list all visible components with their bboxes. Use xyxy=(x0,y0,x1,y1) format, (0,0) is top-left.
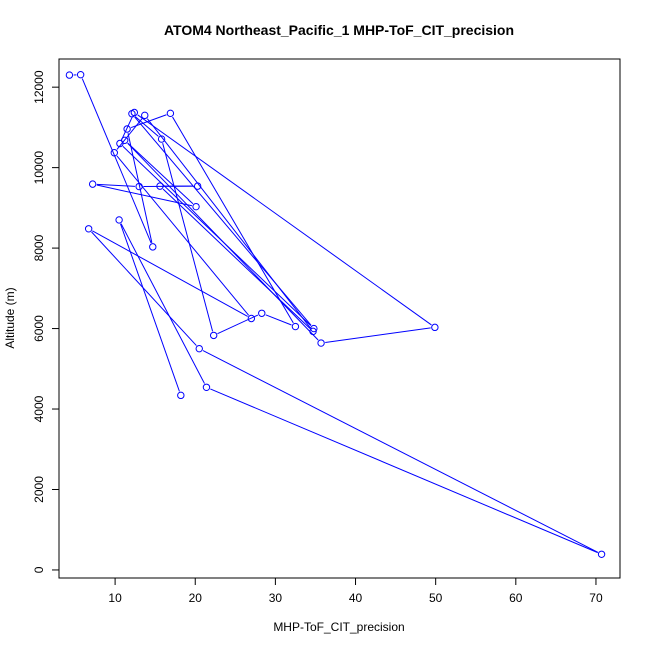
plot-frame xyxy=(58,58,621,579)
data-point xyxy=(123,125,131,133)
series-segment xyxy=(210,388,598,554)
y-axis-label: Altitude (m) xyxy=(3,287,17,348)
x-tick-label: 10 xyxy=(108,591,122,605)
series-segment xyxy=(81,78,152,244)
data-point xyxy=(157,135,166,143)
data-point xyxy=(309,327,317,336)
data-point xyxy=(177,391,185,400)
y-tick-label: 8000 xyxy=(32,234,46,261)
data-point xyxy=(115,216,123,224)
series-segment xyxy=(92,230,248,317)
data-point xyxy=(195,344,203,353)
x-tick-label: 50 xyxy=(429,591,443,605)
series-segment xyxy=(120,223,205,384)
x-tick-label: 30 xyxy=(269,591,283,605)
data-point xyxy=(135,182,143,191)
series-segment xyxy=(127,133,153,243)
data-point xyxy=(317,339,325,347)
series-segment xyxy=(116,118,143,150)
data-point xyxy=(431,323,439,332)
data-point xyxy=(88,180,97,188)
series-segment xyxy=(146,118,311,329)
series-segment xyxy=(121,116,134,140)
data-point xyxy=(130,108,139,117)
chart-title: ATOM4 Northeast_Pacific_1 MHP-ToF_CIT_pr… xyxy=(164,22,514,38)
y-axis: 0 2000 4000 6000 8000 10000 12000 xyxy=(32,70,60,573)
series-segment xyxy=(96,184,193,207)
y-tick-label: 6000 xyxy=(32,315,46,342)
data-point xyxy=(291,322,300,331)
data-point xyxy=(110,149,118,157)
x-tick-label: 70 xyxy=(589,591,603,605)
series-segment xyxy=(127,142,319,341)
y-tick-label: 10000 xyxy=(32,151,46,185)
series-segment xyxy=(96,183,135,187)
series-segment xyxy=(172,116,294,324)
data-point xyxy=(84,225,93,233)
x-axis: 10 20 30 40 50 60 70 xyxy=(108,577,603,605)
data-point xyxy=(193,182,202,190)
series-segment xyxy=(202,350,599,553)
series-segment xyxy=(116,155,250,316)
x-tick-label: 20 xyxy=(189,591,203,605)
series-segment xyxy=(265,314,292,326)
series-line xyxy=(73,74,599,554)
series-segment xyxy=(91,231,197,346)
y-tick-label: 4000 xyxy=(32,395,46,422)
x-tick-label: 40 xyxy=(349,591,363,605)
data-point xyxy=(258,309,266,317)
data-point xyxy=(156,182,164,190)
y-tick-label: 12000 xyxy=(32,70,46,104)
y-tick-label: 2000 xyxy=(32,476,46,503)
data-point xyxy=(209,331,218,340)
data-point xyxy=(597,550,606,558)
data-point xyxy=(65,71,74,79)
data-point xyxy=(149,243,157,251)
data-point xyxy=(141,111,149,120)
series-segment xyxy=(325,327,431,343)
series-segment xyxy=(134,116,312,326)
x-tick-label: 60 xyxy=(509,591,523,605)
series-segment xyxy=(162,142,214,332)
series-segment xyxy=(127,142,194,205)
data-point xyxy=(121,136,129,144)
data-point xyxy=(247,314,256,323)
series-points xyxy=(65,70,606,558)
series-segment xyxy=(137,114,432,326)
x-axis-label: MHP-ToF_CIT_precision xyxy=(273,620,404,634)
data-point xyxy=(202,383,211,391)
data-point xyxy=(166,109,175,118)
series-segment xyxy=(162,188,311,329)
data-point xyxy=(76,70,85,79)
series-segment xyxy=(134,116,159,137)
series-segment xyxy=(217,314,259,335)
data-point xyxy=(192,202,200,211)
series-segment xyxy=(120,223,180,392)
y-tick-label: 0 xyxy=(32,566,46,573)
